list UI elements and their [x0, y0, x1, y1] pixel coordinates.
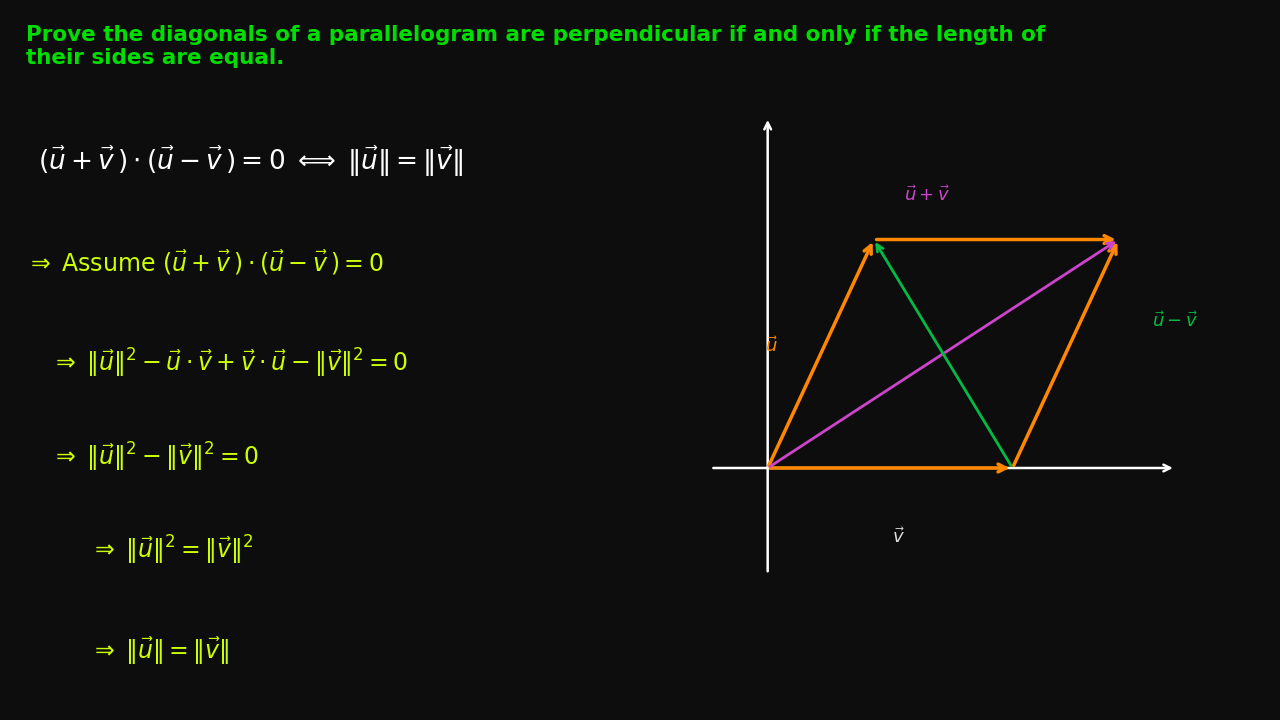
Text: $\Rightarrow\;$Assume $\left(\vec{u}+\vec{v}\,\right)\cdot\left(\vec{u}-\vec{v}\: $\Rightarrow\;$Assume $\left(\vec{u}+\ve…: [26, 248, 383, 277]
Text: $\vec{v}$: $\vec{v}$: [892, 528, 905, 547]
Text: Prove the diagonals of a parallelogram are perpendicular if and only if the leng: Prove the diagonals of a parallelogram a…: [26, 25, 1044, 68]
Text: $\Rightarrow\;\|\vec{u}\|=\|\vec{v}\|$: $\Rightarrow\;\|\vec{u}\|=\|\vec{v}\|$: [90, 636, 229, 667]
Text: $\left(\vec{u}+\vec{v}\,\right)\cdot\left(\vec{u}-\vec{v}\,\right)=0\;\Longleftr: $\left(\vec{u}+\vec{v}\,\right)\cdot\lef…: [38, 145, 463, 179]
Text: $\Rightarrow\;\|\vec{u}\|^2=\|\vec{v}\|^2$: $\Rightarrow\;\|\vec{u}\|^2=\|\vec{v}\|^…: [90, 534, 252, 567]
Text: $\Rightarrow\;\|\vec{u}\|^2-\vec{u}\cdot\vec{v}+\vec{v}\cdot\vec{u}-\|\vec{v}\|^: $\Rightarrow\;\|\vec{u}\|^2-\vec{u}\cdot…: [51, 347, 408, 380]
Text: $\vec{u}-\vec{v}$: $\vec{u}-\vec{v}$: [1152, 311, 1199, 331]
Text: $\vec{u}+\vec{v}$: $\vec{u}+\vec{v}$: [904, 185, 950, 204]
Text: $\vec{u}$: $\vec{u}$: [765, 336, 778, 356]
Text: $\Rightarrow\;\|\vec{u}\|^2-\|\vec{v}\|^2=0$: $\Rightarrow\;\|\vec{u}\|^2-\|\vec{v}\|^…: [51, 441, 259, 474]
